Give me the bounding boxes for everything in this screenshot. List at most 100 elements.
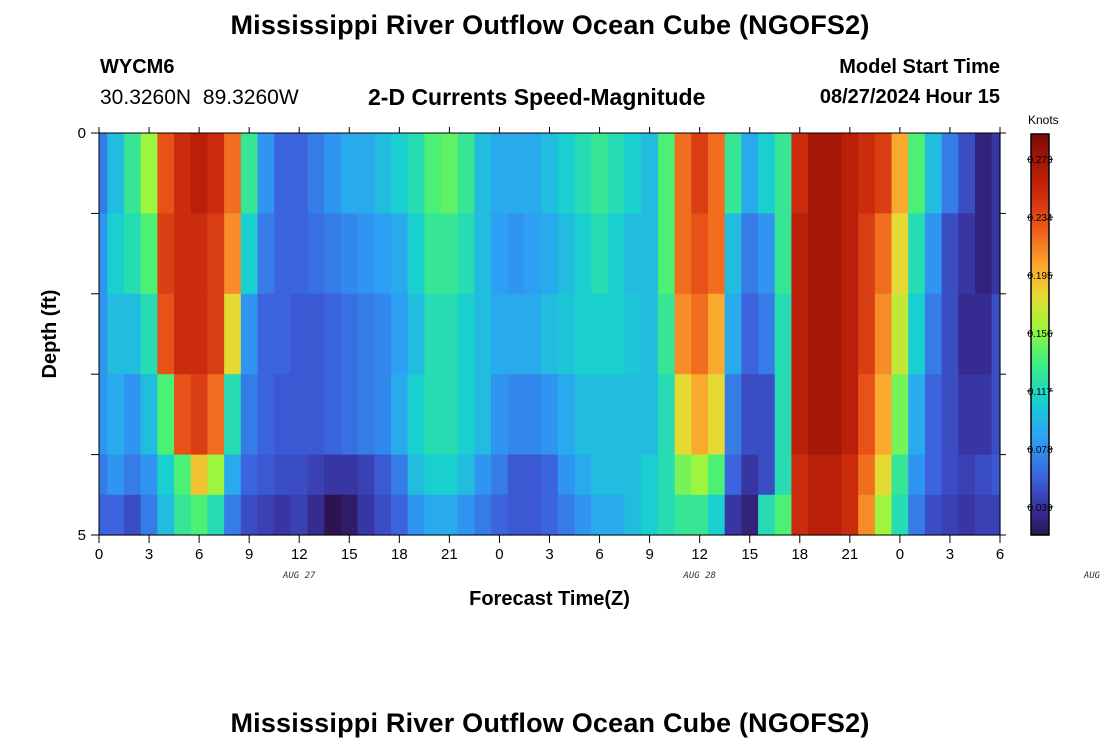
heatmap-cell bbox=[724, 293, 742, 375]
x-tick-label: 6 bbox=[996, 546, 1004, 563]
heatmap-cell bbox=[624, 494, 642, 536]
heatmap-cell bbox=[240, 213, 259, 295]
heatmap-cell bbox=[207, 213, 225, 295]
colorbar-tick-label: 0.078 bbox=[1027, 445, 1052, 456]
heatmap-cell bbox=[290, 494, 309, 536]
heatmap-cell bbox=[274, 494, 292, 536]
heatmap-cell bbox=[374, 374, 392, 456]
heatmap-cell bbox=[407, 213, 425, 295]
heatmap-cell bbox=[741, 494, 759, 536]
heatmap-cell bbox=[791, 454, 809, 496]
date-label: AUG 29 bbox=[1083, 571, 1100, 581]
heatmap-cell bbox=[524, 374, 542, 456]
heatmap-cell bbox=[441, 213, 459, 295]
y-axis: 05 bbox=[78, 125, 1006, 544]
x-tick-label: 21 bbox=[841, 546, 858, 563]
heatmap-cell bbox=[424, 454, 442, 496]
heatmap-cell bbox=[824, 293, 843, 375]
heatmap-cell bbox=[924, 374, 943, 456]
heatmap-cell bbox=[557, 374, 576, 456]
heatmap-cell bbox=[791, 374, 809, 456]
x-tick-label: 21 bbox=[441, 546, 458, 563]
colorbar-units-label: Knots bbox=[1028, 113, 1059, 127]
heatmap-cell bbox=[974, 213, 993, 295]
heatmap-cell bbox=[357, 293, 375, 375]
heatmap-cell bbox=[240, 494, 259, 536]
heatmap-cell bbox=[541, 374, 559, 456]
heatmap-cell bbox=[874, 494, 893, 536]
heatmap-cell bbox=[691, 494, 709, 536]
heatmap-cell bbox=[991, 133, 1001, 214]
station-coordinates: 30.3260N 89.3260W bbox=[100, 86, 299, 109]
heatmap-cell bbox=[708, 133, 726, 214]
heatmap-cell bbox=[457, 454, 476, 496]
heatmap-cell bbox=[674, 454, 692, 496]
heatmap-cell bbox=[507, 494, 526, 536]
heatmap-cell bbox=[257, 293, 275, 375]
heatmap-cell bbox=[124, 293, 142, 375]
heatmap-cell bbox=[107, 374, 125, 456]
plot-title: 2-D Currents Speed-Magnitude bbox=[368, 84, 706, 110]
colorbar-tick-label: 0.117 bbox=[1028, 387, 1053, 398]
heatmap-cell bbox=[324, 454, 342, 496]
heatmap-cell bbox=[858, 374, 876, 456]
colorbar-tick-label: 0.039 bbox=[1027, 503, 1052, 514]
heatmap-cell bbox=[157, 454, 175, 496]
heatmap-cell bbox=[324, 213, 342, 295]
heatmap-cell bbox=[624, 133, 642, 214]
heatmap-cell bbox=[674, 374, 692, 456]
heatmap-cell bbox=[891, 454, 909, 496]
heatmap-cell bbox=[107, 213, 125, 295]
heatmap-cell bbox=[190, 494, 209, 536]
heatmap-cell bbox=[758, 213, 776, 295]
heatmap-cell bbox=[758, 133, 776, 214]
heatmap-cell bbox=[841, 454, 859, 496]
heatmap-cell bbox=[474, 494, 492, 536]
heatmap-cell bbox=[557, 293, 576, 375]
y-axis-title: Depth (ft) bbox=[39, 290, 61, 379]
heatmap-cell bbox=[841, 293, 859, 375]
heatmap-cell bbox=[340, 133, 359, 214]
heatmap-cell bbox=[858, 213, 876, 295]
heatmap-cell bbox=[824, 494, 843, 536]
heatmap-cell bbox=[557, 213, 576, 295]
heatmap-cell bbox=[374, 213, 392, 295]
heatmap-cell bbox=[374, 454, 392, 496]
y-tick-label: 0 bbox=[78, 125, 86, 142]
heatmap-cell bbox=[858, 454, 876, 496]
heatmap-cell bbox=[324, 133, 342, 214]
heatmap-cell bbox=[758, 293, 776, 375]
heatmap-cell bbox=[591, 293, 609, 375]
heatmap-cell bbox=[741, 454, 759, 496]
heatmap-cell bbox=[708, 494, 726, 536]
heatmap-cell bbox=[958, 293, 976, 375]
heatmap-cell bbox=[207, 293, 225, 375]
x-tick-label: 18 bbox=[791, 546, 808, 563]
heatmap-cell bbox=[841, 374, 859, 456]
heatmap-cell bbox=[224, 374, 242, 456]
heatmap-cell bbox=[541, 494, 559, 536]
heatmap-cell bbox=[124, 454, 142, 496]
heatmap-cell bbox=[858, 133, 876, 214]
x-axis: 0 3 6 9 12 15 18 21 0 3 6 9 12 15 18 21 0 3 6 AUG 27 AUG 28 A… bbox=[95, 127, 1100, 581]
heatmap-cell bbox=[991, 213, 1001, 295]
heatmap-cell bbox=[974, 133, 993, 214]
heatmap-cell bbox=[257, 454, 275, 496]
heatmap-cell bbox=[491, 454, 509, 496]
heatmap-cell bbox=[290, 133, 309, 214]
heatmap-cell bbox=[541, 213, 559, 295]
heatmap-cell bbox=[924, 133, 943, 214]
heatmap-cell bbox=[674, 293, 692, 375]
heatmap-cell bbox=[99, 213, 108, 295]
heatmap-cell bbox=[357, 374, 375, 456]
x-tick-label: 0 bbox=[896, 546, 904, 563]
heatmap-cell bbox=[557, 494, 576, 536]
heatmap-cell bbox=[708, 213, 726, 295]
heatmap-cell bbox=[541, 293, 559, 375]
heatmap-cell bbox=[841, 213, 859, 295]
heatmap-cell bbox=[174, 374, 192, 456]
heatmap-cell bbox=[307, 133, 325, 214]
heatmap-cell bbox=[774, 374, 793, 456]
heatmap-cell bbox=[941, 454, 959, 496]
heatmap-cell bbox=[224, 454, 242, 496]
